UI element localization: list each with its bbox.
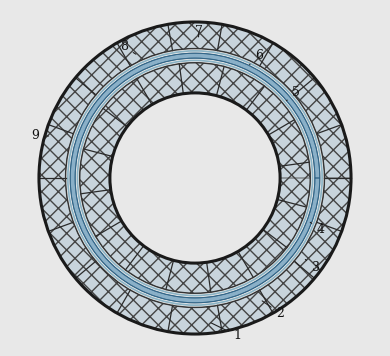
Text: 9: 9 bbox=[32, 129, 49, 142]
Polygon shape bbox=[80, 63, 310, 293]
Text: 2: 2 bbox=[262, 301, 284, 320]
Text: 3: 3 bbox=[305, 260, 319, 274]
Polygon shape bbox=[39, 22, 351, 334]
Text: 8: 8 bbox=[120, 40, 136, 54]
Text: 1: 1 bbox=[211, 323, 241, 342]
Polygon shape bbox=[70, 53, 320, 303]
Text: 7: 7 bbox=[195, 25, 202, 38]
Text: 5: 5 bbox=[287, 87, 300, 101]
Text: 6: 6 bbox=[250, 49, 263, 64]
Text: 4: 4 bbox=[310, 222, 325, 236]
